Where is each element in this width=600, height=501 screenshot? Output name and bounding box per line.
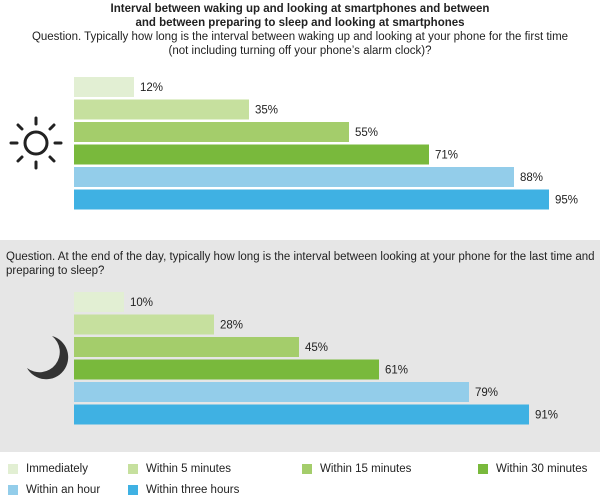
title-line-2: and between preparing to sleep and looki… <box>135 17 465 29</box>
legend-item: Within an hour <box>8 482 100 498</box>
legend-item: Within 15 minutes <box>302 461 411 477</box>
bar-value-label: 45% <box>305 342 328 354</box>
legend-swatch <box>8 485 18 495</box>
bar-5 <box>74 167 514 187</box>
bar-5 <box>74 382 469 402</box>
question-evening: Question. At the end of the day, typical… <box>6 251 595 277</box>
legend-label: Within 15 minutes <box>320 463 412 475</box>
bar-value-label: 55% <box>355 127 378 139</box>
sun-icon <box>9 116 63 170</box>
legend-item: Within 30 minutes <box>478 461 587 477</box>
bar-value-label: 95% <box>555 195 578 207</box>
bar-3 <box>74 122 349 142</box>
bar-1 <box>74 77 134 97</box>
bar-value-label: 12% <box>140 82 163 94</box>
bar-value-label: 79% <box>475 387 498 399</box>
legend-item: Within three hours <box>128 482 239 498</box>
bar-1 <box>74 292 124 312</box>
bar-6 <box>74 404 529 425</box>
moon-icon <box>27 336 69 380</box>
bar-6 <box>74 189 549 210</box>
legend-label: Within an hour <box>26 484 101 496</box>
title-line-1: Interval between waking up and looking a… <box>110 3 490 15</box>
bar-4 <box>74 144 429 165</box>
legend-swatch <box>478 464 488 474</box>
bar-value-label: 28% <box>220 320 243 332</box>
question-morning: Question. Typically how long is the inte… <box>0 30 600 58</box>
bar-2 <box>74 314 214 335</box>
bar-4 <box>74 359 379 380</box>
legend-label: Immediately <box>26 463 88 475</box>
chart-title: Interval between waking up and looking a… <box>0 2 600 30</box>
bar-2 <box>74 99 249 120</box>
morning-bar-chart: 12% 35% 55% 71% 88% 95% <box>74 77 578 210</box>
bar-value-label: 88% <box>520 172 543 184</box>
bar-value-label: 10% <box>130 297 153 309</box>
legend-swatch <box>128 485 138 495</box>
bar-value-label: 61% <box>385 365 408 377</box>
bar-value-label: 71% <box>435 150 458 162</box>
legend-swatch <box>8 464 18 474</box>
bar-value-label: 91% <box>535 410 558 422</box>
bar-value-label: 35% <box>255 105 278 117</box>
legend-swatch <box>128 464 138 474</box>
legend: Immediately Within 5 minutes Within 15 min… <box>0 455 600 501</box>
evening-bar-chart: 10% 28% 45% 61% 79% 91% <box>74 292 558 425</box>
legend-item: Within 5 minutes <box>128 461 231 477</box>
question-morning-line-2: (not including turning off your phone’s … <box>168 45 432 57</box>
legend-label: Within 30 minutes <box>496 463 588 475</box>
bar-3 <box>74 337 299 357</box>
legend-label: Within three hours <box>146 484 240 496</box>
legend-swatch <box>302 464 312 474</box>
legend-label: Within 5 minutes <box>146 463 232 475</box>
question-morning-line-1: Question. Typically how long is the inte… <box>31 31 569 43</box>
legend-item: Immediately <box>8 461 88 477</box>
